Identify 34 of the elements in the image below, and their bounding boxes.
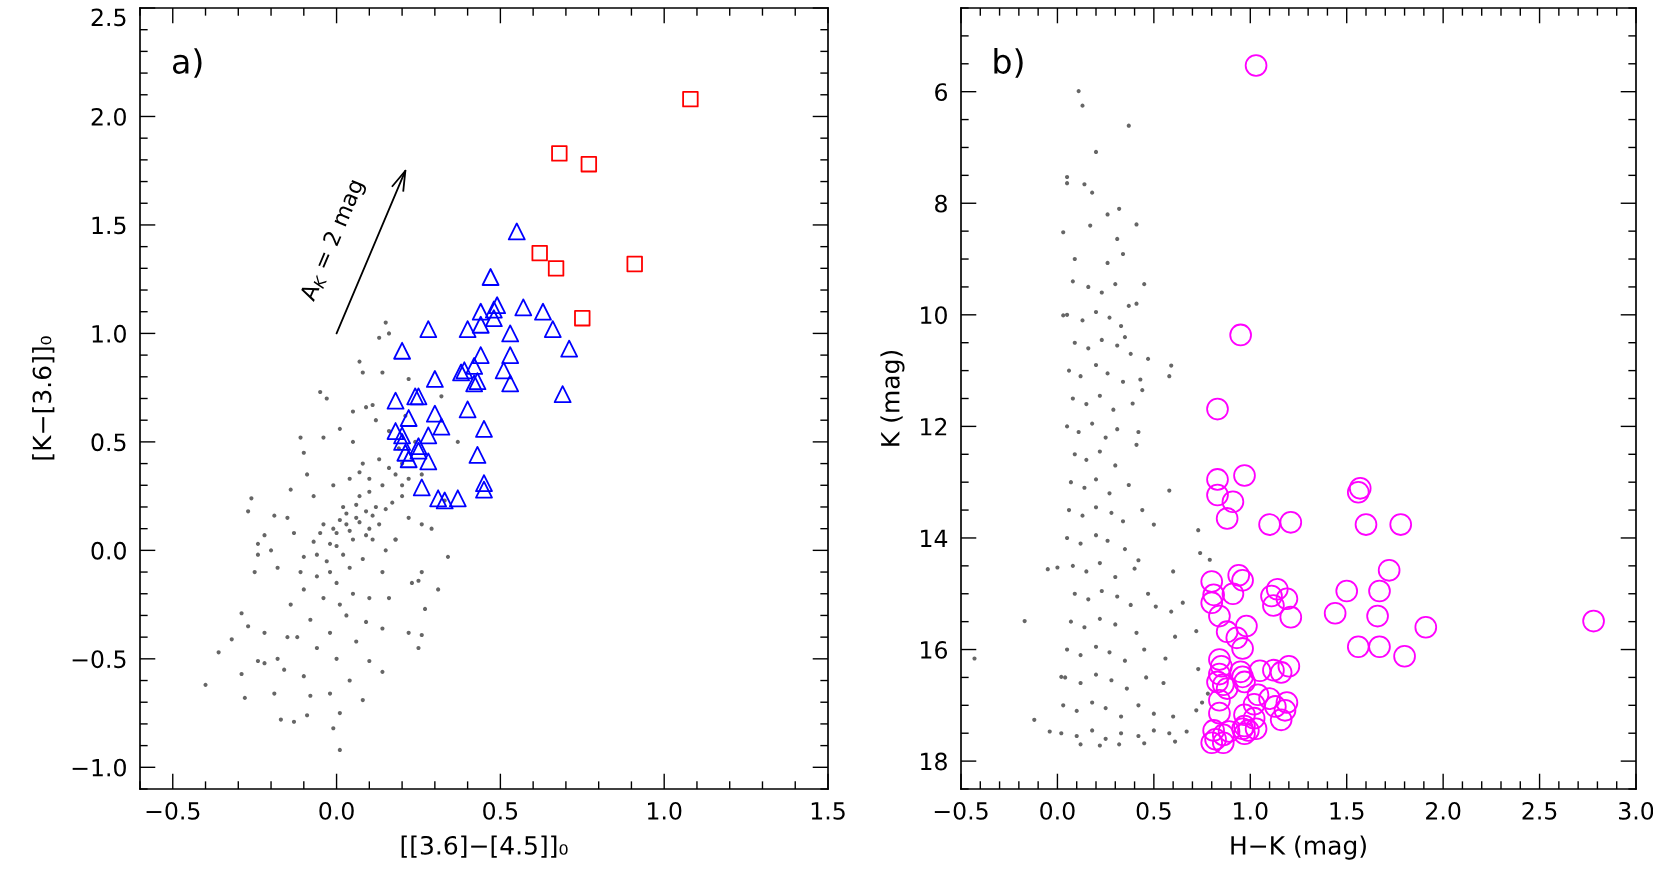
- x-tick-label: 0.5: [483, 801, 518, 820]
- x-tick-label: 1.5: [1330, 802, 1364, 820]
- x-tick-label: 0.0: [319, 801, 354, 820]
- y-tick-label: 0.5: [91, 433, 126, 452]
- y-tick-label: 2.5: [91, 8, 126, 27]
- y-tick-label: −0.5: [72, 650, 126, 669]
- y-tick-label: 18: [921, 752, 947, 771]
- x-tick-label: −0.5: [146, 801, 200, 820]
- x-tick-label: 1.0: [1234, 801, 1268, 820]
- x-axis-title: [[3.6]−[4.5]]₀: [401, 835, 568, 858]
- x-tick-label: 0.5: [1136, 801, 1171, 820]
- y-tick-label: 1.5: [92, 216, 126, 235]
- x-tick-label: 0.0: [1040, 801, 1075, 820]
- annotation: a): [172, 48, 202, 78]
- y-tick-label: 1.0: [92, 324, 126, 343]
- annotation: A$_{K}$ = 2 mag: [298, 178, 368, 304]
- x-tick-label: 1.5: [811, 802, 845, 820]
- y-axis-title: [K−[3.6]]₀: [32, 336, 55, 460]
- y-tick-label: 16: [921, 640, 948, 659]
- x-tick-label: 3.0: [1619, 801, 1653, 820]
- y-tick-label: 0.0: [91, 541, 126, 560]
- y-tick-label: 2.0: [91, 107, 126, 126]
- y-tick-label: 14: [921, 529, 948, 547]
- x-tick-label: 2.0: [1426, 801, 1461, 820]
- x-tick-label: 1.0: [648, 801, 682, 820]
- y-axis-title: K (mag): [880, 350, 905, 446]
- y-tick-label: 10: [921, 306, 947, 325]
- annotation: b): [994, 48, 1023, 78]
- x-axis-title: H−K (mag): [1231, 835, 1366, 860]
- y-tick-label: −1.0: [72, 758, 126, 777]
- y-tick-label: 12: [921, 417, 947, 436]
- x-tick-label: 2.5: [1522, 801, 1557, 820]
- y-tick-label: 8: [935, 194, 947, 213]
- y-tick-label: 6: [935, 83, 948, 101]
